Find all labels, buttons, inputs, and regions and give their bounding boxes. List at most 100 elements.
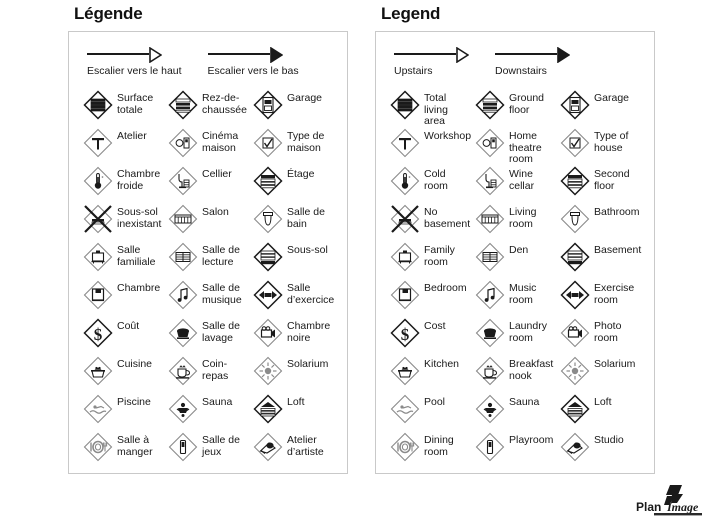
arrow-solid-icon <box>207 46 299 63</box>
legend-item-label: Type de maison <box>287 130 325 154</box>
legend-item-label: Salon <box>202 206 229 218</box>
legend-item: Sauna <box>475 392 560 430</box>
bathroom-icon <box>253 204 283 234</box>
stairs-legend-french: Escalier vers le haut Escalier vers le b… <box>69 32 347 77</box>
legend-item-label: Cellier <box>202 168 232 180</box>
type-of-house-icon <box>253 128 283 158</box>
arrow-shaft <box>495 53 557 55</box>
legend-item: Sous-sol <box>253 240 338 278</box>
legend-item: Basement <box>560 240 645 278</box>
legend-item: Living room <box>475 202 560 240</box>
legend-item-label: Sauna <box>202 396 233 408</box>
legend-row: $ Cost Laundry room Photo room <box>376 316 654 354</box>
total-living-area-icon <box>390 90 420 120</box>
legend-item: Wine cellar <box>475 164 560 202</box>
legend-item: Coin- repas <box>168 354 253 392</box>
legend-item-label: Family room <box>424 244 455 268</box>
legend-item-label: Laundry room <box>509 320 547 344</box>
workshop-icon <box>390 128 420 158</box>
pool-icon <box>390 394 420 424</box>
legend-item: Family room <box>390 240 475 278</box>
legend-item-label: No basement <box>424 206 471 230</box>
arrow-head-solid <box>269 46 283 63</box>
legend-item-label: Music room <box>509 282 537 306</box>
svg-text:$: $ <box>94 325 103 344</box>
legend-row: ° Chambre froide Cellier Étage <box>69 164 347 202</box>
svg-text:°: ° <box>409 176 411 182</box>
page-title-french: Légende <box>74 4 143 23</box>
legend-item: Pool <box>390 392 475 430</box>
basement-icon <box>253 242 283 272</box>
legend-item: Photo room <box>560 316 645 354</box>
legend-item: Salle de bain <box>253 202 338 240</box>
legend-item-label: Cold room <box>424 168 448 192</box>
legend-item: Studio <box>560 430 645 468</box>
legend-item-label: Salle familiale <box>117 244 156 268</box>
dining-room-icon <box>83 432 113 462</box>
legend-item: Piscine <box>83 392 168 430</box>
legend-item-label: Garage <box>594 92 630 104</box>
stair-up-label: Upstairs <box>394 65 433 77</box>
legend-item: Chambre noire <box>253 316 338 354</box>
stair-up-english: Upstairs <box>394 46 469 77</box>
legend-item-label: Coin- repas <box>202 358 229 382</box>
arrow-shaft <box>207 53 270 55</box>
living-room-icon <box>168 204 198 234</box>
legend-item: Salle familiale <box>83 240 168 278</box>
legend-item: Chambre <box>83 278 168 316</box>
legend-item: Playroom <box>475 430 560 468</box>
svg-text:Image: Image <box>666 500 699 514</box>
sauna-icon <box>475 394 505 424</box>
legend-item: ° Cold room <box>390 164 475 202</box>
page-title-english: Legend <box>381 4 441 23</box>
studio-icon <box>560 432 590 462</box>
arrow-hollow-icon <box>394 46 469 63</box>
cost-icon: $ <box>390 318 420 348</box>
legend-item: Cuisine <box>83 354 168 392</box>
legend-item-label: Bathroom <box>594 206 640 218</box>
legend-row: $ Coût Salle de lavage Chambre noire <box>69 316 347 354</box>
ground-floor-icon <box>475 90 505 120</box>
exercise-room-icon <box>560 280 590 310</box>
legend-item-label: Garage <box>287 92 323 104</box>
legend-row: Bedroom Music room Exercise room <box>376 278 654 316</box>
legend-item: Garage <box>253 88 338 126</box>
legend-item-label: Cinéma maison <box>202 130 239 154</box>
ground-floor-icon <box>168 90 198 120</box>
legend-item-label: Breakfast nook <box>509 358 554 382</box>
legend-item-label: Studio <box>594 434 624 446</box>
workshop-icon <box>83 128 113 158</box>
legend-item-label: Kitchen <box>424 358 460 370</box>
legend-item-label: Cuisine <box>117 358 153 370</box>
cost-icon: $ <box>83 318 113 348</box>
garage-icon <box>560 90 590 120</box>
den-icon <box>168 242 198 272</box>
legend-item-label: Second floor <box>594 168 630 192</box>
arrow-solid-icon <box>495 46 570 63</box>
legend-row: Cuisine Coin- repas Solarium <box>69 354 347 392</box>
legend-item-label: Playroom <box>509 434 554 446</box>
second-floor-icon <box>253 166 283 196</box>
legend-item: Total living area <box>390 88 475 127</box>
legend-item: Type of house <box>560 126 645 164</box>
legend-row: Sous-sol inexistant Salon Salle de bain <box>69 202 347 240</box>
laundry-room-icon <box>475 318 505 348</box>
stair-down-french: Escalier vers le bas <box>207 46 299 77</box>
stair-down-english: Downstairs <box>495 46 570 77</box>
music-room-icon <box>475 280 505 310</box>
legend-item: Bathroom <box>560 202 645 240</box>
planimage-logo: Plan Image <box>626 483 712 517</box>
legend-item-label: Sous-sol <box>287 244 328 256</box>
family-room-icon <box>83 242 113 272</box>
arrow-hollow-icon <box>87 46 182 63</box>
legend-item-label: Chambre froide <box>117 168 161 192</box>
legend-item-label: Solarium <box>287 358 329 370</box>
legend-row: Salle à manger Salle de jeux Atelier d’art… <box>69 430 347 468</box>
legend-item-label: Loft <box>287 396 305 408</box>
legend-item: Dining room <box>390 430 475 468</box>
basement-icon <box>560 242 590 272</box>
legend-item: Sous-sol inexistant <box>83 202 168 240</box>
legend-item-label: Atelier <box>117 130 147 142</box>
legend-item: Salon <box>168 202 253 240</box>
legend-row: Salle familiale Salle de lecture Sous-sol <box>69 240 347 278</box>
